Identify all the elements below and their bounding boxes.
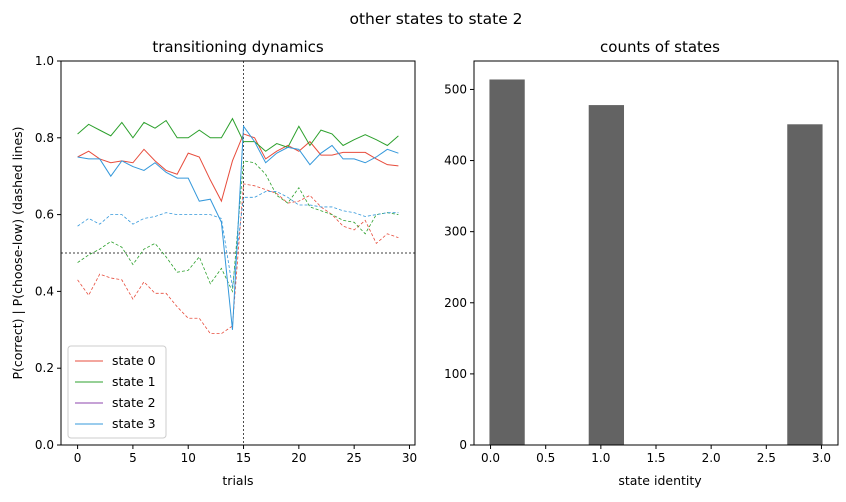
right-ytick-label: 500 [444, 82, 467, 96]
series-3-solid-line [77, 124, 399, 330]
bar-0 [489, 79, 525, 445]
series-0-dashed-line [77, 183, 399, 335]
left-xtick-label: 10 [181, 451, 196, 465]
right-ytick-label: 400 [444, 154, 467, 168]
bar-2 [787, 124, 823, 446]
right-chart-title: counts of states [600, 38, 720, 56]
right-axes-ticks: 0.0 0.5 1.0 1.5 2.0 2.5 3.0 0 100 200 300 400 500 [444, 82, 831, 465]
left-xtick-label: 5 [129, 451, 137, 465]
right-axes-frame [473, 60, 839, 446]
left-chart-ylabel: P(correct) | P(choose-low) (dashed lines… [10, 126, 25, 379]
left-xtick-label: 20 [291, 451, 306, 465]
bar-1 [588, 105, 625, 445]
left-ytick-label: 0.6 [35, 208, 54, 222]
left-xtick-label: 30 [402, 451, 417, 465]
left-plot-area [61, 61, 415, 445]
right-xtick-label: 0.5 [536, 451, 555, 465]
right-xtick-label: 2.5 [757, 451, 776, 465]
right-plot-area [489, 79, 823, 446]
right-ytick-label: 100 [444, 367, 467, 381]
legend-box [67, 345, 167, 439]
left-xtick-label: 0 [74, 451, 82, 465]
right-xtick-label: 1.5 [646, 451, 665, 465]
series-3-dashed-line [77, 191, 399, 288]
right-xtick-label: 1.0 [591, 451, 610, 465]
legend-label-3: state 3 [112, 416, 156, 431]
left-ytick-label: 0.0 [35, 438, 54, 452]
series-0-solid-line [77, 133, 399, 203]
left-chart-xlabel: trials [222, 473, 253, 488]
right-xtick-label: 3.0 [812, 451, 831, 465]
legend-label-1: state 1 [112, 374, 156, 389]
left-xtick-label: 25 [347, 451, 362, 465]
legend-label-0: state 0 [112, 353, 156, 368]
left-axes-frame [60, 60, 416, 446]
right-ytick-label: 200 [444, 296, 467, 310]
left-ytick-label: 1.0 [35, 54, 54, 68]
left-ytick-label: 0.2 [35, 361, 54, 375]
right-xtick-label: 2.0 [702, 451, 721, 465]
left-ytick-label: 0.4 [35, 284, 54, 298]
right-ytick-label: 300 [444, 225, 467, 239]
left-chart-title: transitioning dynamics [152, 38, 324, 56]
right-chart-xlabel: state identity [618, 473, 702, 488]
legend-label-2: state 2 [112, 395, 156, 410]
left-xtick-label: 15 [236, 451, 251, 465]
right-chart-counts-of-states: counts of states state identity 0.0 0.5 1.… [444, 38, 839, 488]
left-ytick-label: 0.8 [35, 131, 54, 145]
right-ytick-label: 0 [459, 438, 467, 452]
right-xtick-label: 0.0 [481, 451, 500, 465]
left-chart-transitioning-dynamics: transitioning dynamics trials P(correct)… [10, 38, 417, 488]
series-1-solid-line [77, 117, 399, 152]
figure-suptitle: other states to state 2 [349, 10, 522, 28]
left-axes-ticks: 0 5 10 15 20 25 30 0.0 0.2 0.4 0.6 0.8 1.0 [35, 54, 417, 465]
legend: state 0 state 1 state 2 state 3 [67, 345, 167, 439]
